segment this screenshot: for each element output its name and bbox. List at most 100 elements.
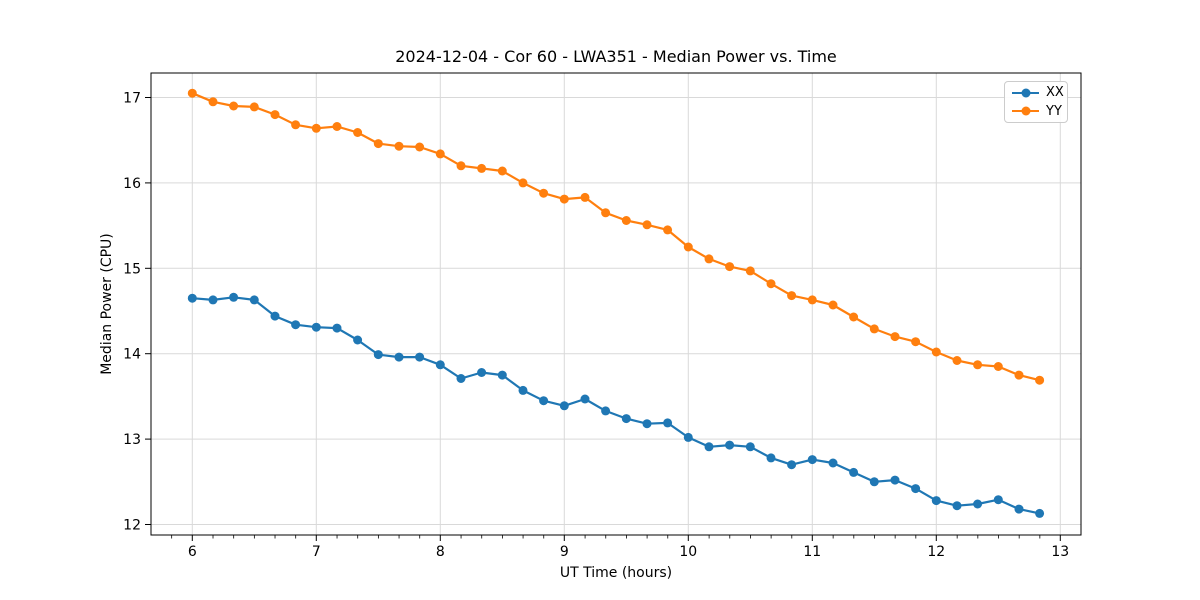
series-YY-marker — [394, 141, 404, 151]
y-tick-label: 12 — [123, 517, 141, 533]
series-XX-marker — [477, 368, 487, 377]
series-XX-marker — [911, 484, 921, 494]
series-YY-marker — [1014, 370, 1024, 380]
series-XX-marker — [415, 352, 425, 362]
series-YY-marker — [249, 102, 259, 112]
series-XX-marker — [601, 406, 611, 416]
series-YY-marker — [931, 347, 941, 357]
series-XX-marker — [725, 440, 735, 450]
series-XX-marker — [208, 295, 218, 305]
series-YY-marker — [601, 208, 611, 218]
series-XX-marker — [828, 458, 838, 468]
series-YY-marker — [642, 220, 652, 230]
series-YY-marker — [725, 262, 735, 272]
series-YY-marker — [373, 139, 383, 149]
series-XX-marker — [373, 350, 383, 360]
series-XX-marker — [456, 374, 466, 383]
series-XX-marker — [353, 335, 363, 345]
series-YY-marker — [787, 291, 797, 301]
series-YY-marker — [911, 337, 921, 347]
series-XX-marker — [952, 501, 962, 511]
series-XX-marker — [291, 320, 301, 330]
series-YY-marker — [559, 194, 569, 204]
series-XX-marker — [249, 295, 259, 305]
series-XX-marker — [931, 496, 941, 506]
series-YY-marker — [849, 312, 859, 322]
series-YY-marker — [869, 324, 879, 334]
legend: XX YY — [1004, 81, 1068, 123]
series-XX-marker — [683, 432, 693, 442]
x-tick-label: 6 — [188, 544, 197, 560]
series-XX-marker — [559, 401, 569, 411]
y-tick-label: 17 — [123, 91, 141, 107]
series-YY-marker — [952, 356, 962, 365]
series-XX-marker — [497, 370, 507, 380]
x-tick-label: 8 — [436, 544, 445, 560]
series-YY-marker — [704, 254, 714, 264]
series-YY-marker — [332, 122, 342, 131]
series-YY-marker — [187, 88, 197, 98]
series-YY-marker — [766, 279, 776, 289]
series-YY-marker — [477, 163, 487, 173]
y-tick-label: 16 — [123, 176, 141, 192]
series-XX-marker — [187, 293, 197, 303]
series-XX-marker — [993, 495, 1003, 505]
series-XX-marker — [229, 292, 239, 302]
legend-line-marker-yy-icon — [1012, 106, 1039, 116]
y-axis-label: Median Power (CPU) — [99, 233, 115, 375]
series-XX-marker — [332, 323, 342, 333]
chart-title: 2024-12-04 - Cor 60 - LWA351 - Median Po… — [395, 47, 837, 66]
series-YY-marker — [1035, 375, 1045, 385]
series-YY-marker — [621, 216, 631, 225]
series-YY-marker — [311, 123, 321, 133]
x-tick-label: 10 — [679, 544, 697, 560]
series-XX-marker — [1035, 508, 1045, 518]
series-YY-marker — [415, 142, 425, 152]
series-XX-marker — [580, 394, 590, 404]
legend-line-marker-xx-icon — [1012, 88, 1039, 98]
x-tick-label: 9 — [560, 544, 569, 560]
series-YY-marker — [973, 360, 983, 370]
series-XX-marker — [539, 396, 549, 406]
series-YY-marker — [291, 120, 301, 130]
y-tick-label: 13 — [123, 432, 141, 448]
legend-entry-yy: YY — [1012, 103, 1062, 120]
y-tick-label: 15 — [123, 261, 141, 277]
series-XX-marker — [973, 499, 983, 509]
legend-label-yy: YY — [1046, 103, 1062, 119]
series-YY-marker — [353, 128, 363, 137]
series-XX-marker — [745, 442, 755, 452]
series-XX-marker — [766, 453, 776, 463]
series-XX-marker — [663, 418, 673, 428]
series-YY-marker — [683, 242, 693, 252]
series-XX-marker — [787, 460, 797, 470]
series-YY-marker — [539, 188, 549, 198]
x-tick-label: 11 — [803, 544, 821, 560]
plot-border — [150, 72, 1082, 536]
series-XX-marker — [394, 352, 404, 362]
legend-label-xx: XX — [1046, 85, 1064, 101]
series-YY-marker — [435, 149, 445, 159]
series-XX-marker — [704, 442, 714, 452]
series-XX-marker — [1014, 504, 1024, 514]
series-XX-marker — [270, 311, 280, 321]
series-XX-marker — [890, 475, 900, 485]
series-YY-marker — [270, 110, 280, 120]
series-YY-marker — [580, 192, 590, 202]
series-XX-marker — [518, 385, 528, 395]
series-XX-marker — [869, 477, 879, 487]
series-XX-marker — [621, 414, 631, 424]
series-YY-marker — [229, 101, 239, 111]
series-YY-marker — [745, 266, 755, 276]
series-YY-line — [191, 92, 1041, 382]
x-tick-label: 13 — [1051, 544, 1069, 560]
series-YY-marker — [518, 178, 528, 188]
x-axis-label: UT Time (hours) — [559, 565, 673, 581]
series-XX-marker — [311, 322, 321, 332]
legend-entry-xx: XX — [1012, 84, 1064, 101]
series-YY-marker — [208, 97, 218, 107]
y-tick-label: 14 — [123, 347, 141, 363]
x-tick-label: 12 — [927, 544, 945, 560]
